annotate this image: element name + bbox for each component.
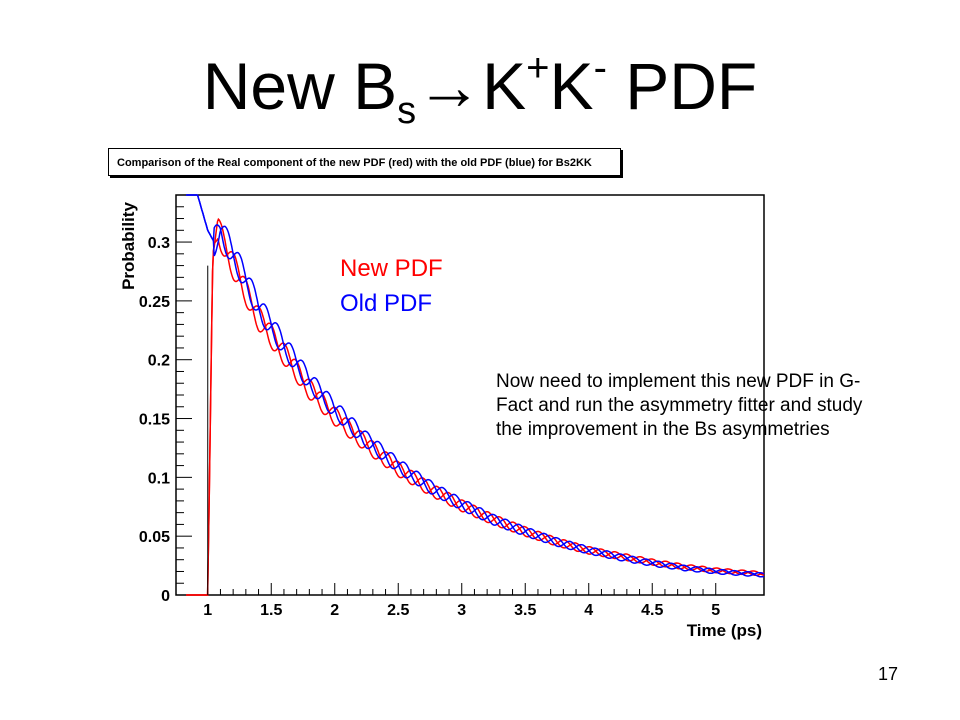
x-tick-label: 4: [584, 602, 593, 619]
y-tick-label: 0.3: [148, 235, 170, 252]
legend-new-pdf: New PDF: [340, 255, 443, 282]
y-tick-label: 0.25: [139, 294, 170, 311]
x-tick-label: 3: [457, 602, 466, 619]
x-tick-label: 1.5: [260, 602, 282, 619]
y-tick-label: 0.05: [139, 529, 170, 546]
x-tick-label: 2: [330, 602, 339, 619]
series-line-new-pdf: [186, 237, 765, 596]
y-tick-label: 0.15: [139, 412, 170, 429]
y-tick-label: 0: [161, 588, 170, 605]
annotation-text: Now need to implement this new PDF in G-…: [496, 371, 863, 440]
page-number: 17: [877, 664, 898, 684]
x-tick-label: 5: [711, 602, 720, 619]
slide-title: New Bs→K+K- PDF: [202, 46, 758, 132]
legend-old-pdf: Old PDF: [340, 290, 432, 317]
x-tick-label: 1: [203, 602, 212, 619]
y-axis-label: Probability: [119, 202, 138, 290]
series-layer: [186, 194, 765, 596]
x-tick-label: 3.5: [514, 602, 536, 619]
x-tick-label: 2.5: [387, 602, 409, 619]
plot-title: Comparison of the Real component of the …: [108, 148, 621, 176]
series-line-old-pdf: [186, 194, 765, 577]
x-axis-label: Time (ps): [687, 621, 762, 640]
x-tick-label: 4.5: [641, 602, 663, 619]
y-tick-label: 0.2: [148, 353, 170, 370]
y-tick-label: 0.1: [148, 470, 170, 487]
